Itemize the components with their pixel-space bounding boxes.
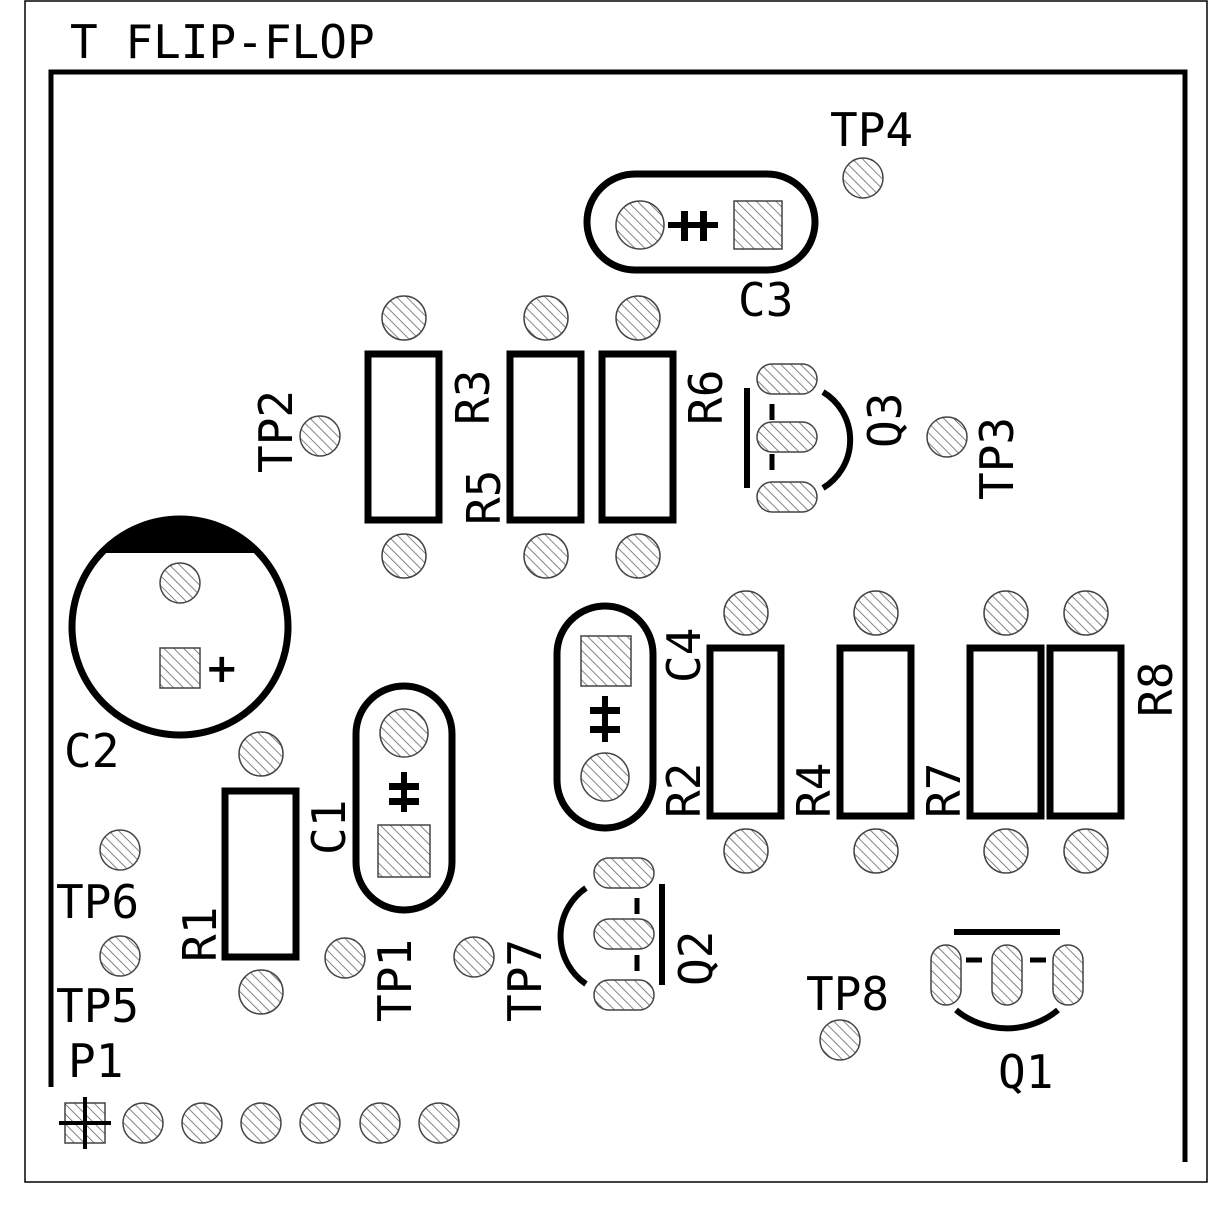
test-point-tp8[interactable] [819, 1019, 861, 1061]
resistor-r8[interactable] [1046, 590, 1125, 874]
label-q2: Q2 [669, 931, 723, 986]
capacitor-c4[interactable] [553, 602, 657, 832]
transistor-q1[interactable] [930, 929, 1084, 1032]
label-tp5: TP5 [56, 979, 139, 1033]
resistor-r4[interactable] [836, 590, 915, 874]
capacitor-c1[interactable] [352, 682, 456, 914]
outer-frame [24, 0, 1208, 1183]
label-r3: R3 [446, 370, 500, 425]
label-r2: R2 [657, 763, 711, 818]
label-tp3: TP3 [970, 417, 1024, 500]
resistor-r1[interactable] [221, 731, 300, 1015]
label-tp8: TP8 [806, 967, 889, 1021]
label-tp6: TP6 [56, 875, 139, 929]
test-point-tp4[interactable] [842, 157, 884, 199]
capacitor-c3[interactable] [583, 170, 819, 274]
board-outline [48, 69, 1188, 1162]
label-c1: C1 [302, 800, 356, 855]
test-point-tp5[interactable] [99, 935, 141, 977]
resistor-r3[interactable] [364, 295, 443, 579]
label-r1: R1 [173, 907, 227, 962]
label-r6: R6 [679, 370, 733, 425]
capacitor-c2[interactable] [68, 515, 292, 739]
c2-polarity-mark: + [205, 646, 239, 692]
label-q1: Q1 [998, 1045, 1053, 1099]
test-point-tp7[interactable] [453, 936, 495, 978]
resistor-r6[interactable] [598, 295, 677, 579]
test-point-tp6[interactable] [99, 829, 141, 871]
board-title: T FLIP-FLOP [70, 15, 375, 69]
label-r7: R7 [917, 763, 971, 818]
resistor-r2[interactable] [706, 590, 785, 874]
header-p1[interactable] [59, 1097, 460, 1149]
label-tp4: TP4 [830, 103, 913, 157]
label-tp7: TP7 [498, 939, 552, 1022]
label-r8: R8 [1129, 662, 1183, 717]
transistor-q2[interactable] [557, 857, 665, 1011]
resistor-r7[interactable] [966, 590, 1045, 874]
label-c2: C2 [64, 724, 119, 778]
label-tp2: TP2 [249, 390, 303, 473]
label-p1: P1 [68, 1034, 123, 1088]
transistor-q3[interactable] [744, 363, 854, 513]
resistor-r5[interactable] [506, 295, 585, 579]
label-tp1: TP1 [368, 939, 422, 1022]
test-point-tp3[interactable] [926, 416, 968, 458]
label-r5: R5 [457, 470, 511, 525]
label-r4: R4 [787, 763, 841, 818]
test-point-tp2[interactable] [299, 415, 341, 457]
test-point-tp1[interactable] [324, 937, 366, 979]
label-c3: C3 [738, 273, 793, 327]
label-q3: Q3 [858, 393, 912, 448]
label-c4: C4 [657, 628, 711, 683]
